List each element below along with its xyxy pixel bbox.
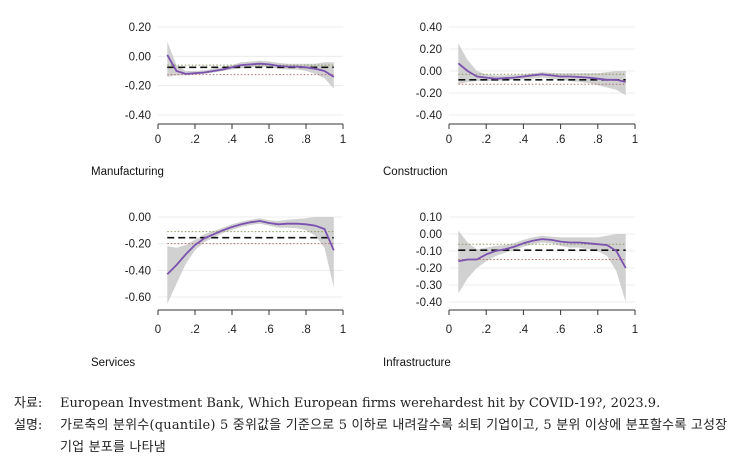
x-tick-label: .8 bbox=[301, 324, 311, 336]
estimate-line bbox=[166, 220, 335, 275]
panel-infrastructure: 0.10 0.00 -0.10 -0.20 -0.30 -0.40 0 .2 .4 .6 .8 1 In… bbox=[383, 212, 638, 369]
y-tick-label: 0.00 bbox=[420, 229, 442, 241]
confidence-band bbox=[458, 230, 626, 302]
x-tick-label: .2 bbox=[190, 324, 200, 336]
panel-title: Infrastructure bbox=[383, 357, 451, 369]
y-tick-label: 0.00 bbox=[129, 212, 151, 224]
estimate-line bbox=[458, 238, 627, 269]
x-tick-label: .4 bbox=[227, 324, 237, 336]
x-tick-label: 0 bbox=[446, 134, 452, 146]
y-tick-label: -0.20 bbox=[125, 81, 151, 93]
y-tick-label: -0.10 bbox=[416, 246, 442, 258]
x-tick-label: .4 bbox=[519, 134, 529, 146]
confidence-band bbox=[167, 217, 334, 304]
y-tick-label: -0.60 bbox=[125, 292, 151, 304]
y-tick-label: 0.40 bbox=[420, 22, 442, 34]
y-tick-label: 0.10 bbox=[420, 212, 442, 224]
quantile-regression-figure: 0.200.00-0.20-0.400.2.4.6.8 1Manufacturin… bbox=[91, 22, 638, 369]
source-note: 자료: European Investment Bank, Which Euro… bbox=[14, 393, 730, 415]
y-tick-label: 0.20 bbox=[420, 44, 442, 56]
x-tick-label: 1 bbox=[340, 324, 346, 336]
y-tick-label: 0.00 bbox=[129, 51, 151, 63]
x-tick-label: .6 bbox=[556, 134, 566, 146]
y-tick-label: -0.30 bbox=[416, 280, 442, 292]
description-label: 설명: bbox=[14, 418, 43, 433]
y-tick-label: -0.20 bbox=[416, 263, 442, 275]
x-tick-label: .6 bbox=[264, 134, 274, 146]
confidence-band bbox=[458, 43, 626, 96]
x-tick-label: .6 bbox=[556, 324, 566, 336]
y-tick-label: -0.20 bbox=[416, 88, 442, 100]
x-tick-label: .2 bbox=[481, 324, 491, 336]
x-tick-label: .8 bbox=[593, 324, 603, 336]
estimate-line bbox=[457, 62, 626, 83]
panel-construction: 0.40 0.20 0.00 -0.20 -0.40 0 .2 .4 .6 .8 1 Construc… bbox=[383, 22, 638, 178]
panel-title: Construction bbox=[383, 166, 448, 178]
y-tick-label: -0.40 bbox=[125, 265, 151, 277]
notes: 자료: European Investment Bank, Which Euro… bbox=[14, 393, 730, 459]
x-tick-label: 0 bbox=[155, 324, 161, 336]
description-note: 설명: 가로축의 분위수(quantile) 5 중위값을 기준으로 5 이하로… bbox=[14, 415, 730, 459]
source-text: European Investment Bank, Which European… bbox=[60, 396, 661, 411]
description-text: 가로축의 분위수(quantile) 5 중위값을 기준으로 5 이하로 내려갈… bbox=[60, 418, 728, 455]
y-tick-label: -0.20 bbox=[125, 239, 151, 251]
x-tick-label: .4 bbox=[227, 134, 237, 146]
y-tick-label: -0.40 bbox=[416, 297, 442, 309]
y-tick-label: 0.00 bbox=[420, 66, 442, 78]
panel-title: Manufacturing bbox=[91, 166, 164, 178]
x-tick-label: 1 bbox=[632, 134, 638, 146]
y-tick-label: -0.40 bbox=[125, 110, 151, 122]
source-label: 자료: bbox=[14, 396, 43, 411]
y-tick-label: -0.40 bbox=[416, 110, 442, 122]
x-tick-label: .2 bbox=[481, 134, 491, 146]
estimate-line bbox=[166, 54, 335, 78]
panel-manufacturing: 0.20 0.00 -0.20 -0.40 0 .2 .4 .6 .8 1 Manufacturin… bbox=[91, 22, 346, 178]
x-tick-label: .2 bbox=[190, 134, 200, 146]
y-tick-label: 0.20 bbox=[129, 22, 151, 34]
x-tick-label: .4 bbox=[519, 324, 529, 336]
panel-title: Services bbox=[91, 357, 135, 369]
x-tick-label: .8 bbox=[593, 134, 603, 146]
x-tick-label: 0 bbox=[446, 324, 452, 336]
x-tick-label: .8 bbox=[301, 134, 311, 146]
x-tick-label: 1 bbox=[632, 324, 638, 336]
x-tick-label: 0 bbox=[155, 134, 161, 146]
panel-services: 0.00 -0.20 -0.40 -0.60 0 .2 .4 .6 .8 1 Services bbox=[91, 212, 346, 369]
x-tick-label: .6 bbox=[264, 324, 274, 336]
x-tick-label: 1 bbox=[340, 134, 346, 146]
